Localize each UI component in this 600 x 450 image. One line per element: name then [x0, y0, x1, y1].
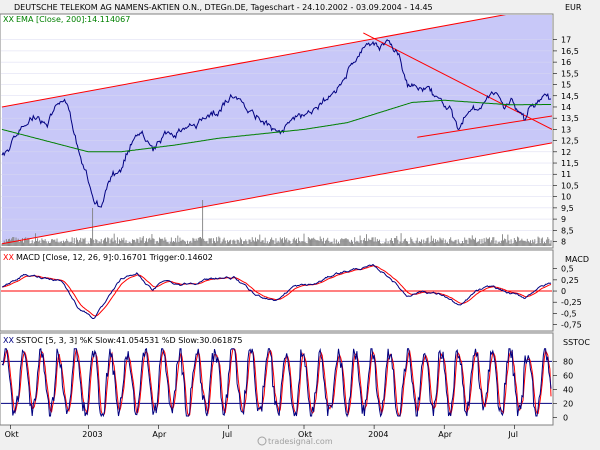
ema-legend-icon: XX — [3, 15, 14, 24]
macd-line — [1, 263, 552, 319]
support-line — [417, 115, 552, 138]
price-y-tick-label: 15 — [561, 81, 571, 90]
price-y-tick-label: 10 — [561, 193, 571, 202]
price-line — [1, 39, 552, 208]
chart-title: DEUTSCHE TELEKOM AG NAMENS-AKTIEN O.N., … — [14, 3, 433, 12]
stoch-legend-text: SSTOC [5, 3, 3] %K Slow:41.054531 %D Slo… — [16, 336, 242, 345]
x-tick-label: Apr — [152, 430, 167, 439]
price-y-tick-label: 14 — [561, 103, 571, 112]
price-y-tick-label: 17 — [561, 36, 571, 45]
stoch-label: SSTOC — [563, 338, 590, 347]
macd-y-tick-label: -0,5 — [561, 309, 577, 318]
x-tick-label: Okt — [5, 430, 19, 439]
watermark-text: tradesignal.com — [268, 437, 333, 446]
x-tick-label: Apr — [438, 430, 453, 439]
price-y-tick-label: 16,5 — [561, 47, 579, 56]
ema-line — [1, 99, 551, 153]
price-y-tick-label: 9 — [561, 215, 566, 224]
price-layer — [1, 15, 552, 246]
price-y-tick-label: 10,5 — [561, 181, 579, 190]
macd-label: MACD — [565, 255, 589, 264]
stoch-legend: XX SSTOC [5, 3, 3] %K Slow:41.054531 %D … — [3, 336, 242, 345]
price-y-tick-label: 13 — [561, 125, 571, 134]
lower-channel-line — [1, 142, 552, 245]
stoch-panel[interactable] — [0, 332, 554, 426]
stoch-y-tick-label: 20 — [563, 399, 573, 408]
price-y-tick-label: 15,5 — [561, 69, 579, 78]
price-y-tick-label: 12,5 — [561, 137, 579, 146]
price-y-tick-label: 8,5 — [561, 226, 574, 235]
macd-legend-icon: XX — [3, 253, 14, 262]
currency-label: EUR — [565, 3, 582, 12]
stoch-y-tick-label: 40 — [563, 385, 573, 394]
stoch-y-tick-label: 0 — [563, 413, 568, 422]
watermark-icon — [257, 436, 267, 446]
price-y-tick-label: 16 — [561, 58, 571, 67]
price-y-tick-label: 12 — [561, 148, 571, 157]
macd-y-tick-label: 0,5 — [561, 265, 574, 274]
x-tick-label: 2004 — [368, 430, 388, 439]
resistance-line — [363, 32, 552, 130]
price-y-tick-label: 8 — [561, 238, 566, 247]
stoch-layer — [1, 347, 552, 418]
stoch-k-line — [1, 347, 552, 418]
macd-legend: XX MACD [Close, 12, 26, 9]:0.16701 Trigg… — [3, 253, 213, 262]
price-y-tick-label: 14,5 — [561, 92, 579, 101]
macd-y-tick-label: -0,25 — [561, 298, 582, 307]
ema-legend-text: EMA [Close, 200]:14.114067 — [16, 15, 130, 24]
macd-layer — [1, 263, 552, 319]
macd-y-tick-label: 0,25 — [561, 276, 579, 285]
price-y-tick-label: 11 — [561, 170, 571, 179]
axis-layer: 17 16,5 16 15,5 15 14,5 14 13,5 13 12,5 12 11,5 11 10… — [5, 36, 582, 439]
price-y-tick-label: 11,5 — [561, 159, 579, 168]
upper-channel-line — [1, 15, 507, 108]
x-tick-label: Jul — [222, 430, 233, 439]
macd-legend-text: MACD [Close, 12, 26, 9]:0.16701 Trigger:… — [16, 253, 213, 262]
ema-legend: XX EMA [Close, 200]:14.114067 — [3, 15, 130, 24]
macd-panel[interactable] — [0, 249, 554, 332]
x-tick-label: Jul — [507, 430, 518, 439]
macd-y-tick-label: -0,75 — [561, 321, 582, 330]
macd-y-tick-label: 0 — [561, 287, 566, 296]
stoch-legend-icon: XX — [3, 336, 14, 345]
watermark: tradesignal.com — [257, 436, 333, 446]
x-tick-label: Okt — [298, 430, 312, 439]
stoch-y-tick-label: 60 — [563, 371, 573, 380]
price-clipped — [1, 15, 552, 246]
stoch-y-tick-label: 80 — [563, 357, 573, 366]
price-y-tick-label: 13,5 — [561, 114, 579, 123]
x-tick-label: 2003 — [82, 430, 102, 439]
price-y-tick-label: 9,5 — [561, 204, 574, 213]
